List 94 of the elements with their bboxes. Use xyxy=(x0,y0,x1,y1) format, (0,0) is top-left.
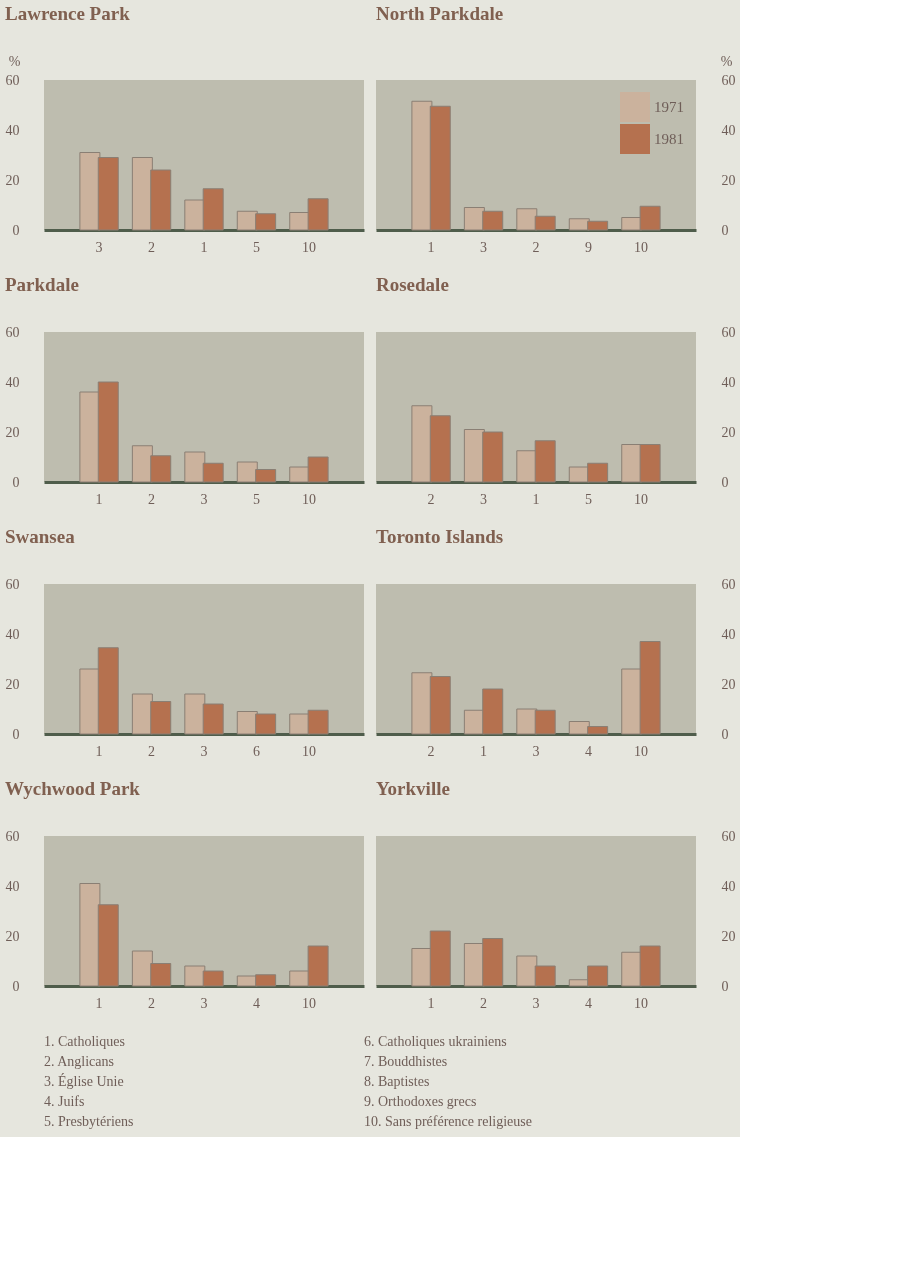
y-tick-label: 20 xyxy=(721,424,736,440)
chart-title: Yorkville xyxy=(376,778,450,799)
y-tick-label: 0 xyxy=(12,726,20,742)
y-tick-label: 40 xyxy=(721,626,736,642)
x-tick-label: 2 xyxy=(532,239,540,255)
chart-title: Toronto Islands xyxy=(376,526,504,547)
x-tick-label: 1 xyxy=(532,491,540,507)
y-tick-label: 40 xyxy=(5,122,20,138)
y-tick-label: 60 xyxy=(721,324,736,340)
text: 6. Catholiques ukrainiens xyxy=(364,1034,507,1049)
chart-title: Swansea xyxy=(5,526,76,547)
x-tick-label: 3 xyxy=(532,995,540,1011)
x-tick-label: 3 xyxy=(200,995,208,1011)
x-tick-label: 4 xyxy=(252,995,260,1011)
x-tick-label: 2 xyxy=(480,995,488,1011)
x-tick-label: 10 xyxy=(301,491,316,507)
chart-title: Wychwood Park xyxy=(5,778,141,799)
x-tick-label: 5 xyxy=(252,239,260,255)
y-tick-label: 40 xyxy=(721,122,736,138)
y-tick-label: 0 xyxy=(12,474,20,490)
y-tick-label: 40 xyxy=(5,626,20,642)
chart-title: Lawrence Park xyxy=(5,3,131,24)
x-tick-label: 2 xyxy=(148,995,156,1011)
y-axis-title: % xyxy=(720,53,733,69)
x-tick-label: 2 xyxy=(148,491,156,507)
y-axis-title: % xyxy=(8,53,21,69)
y-tick-label: 0 xyxy=(721,222,729,238)
y-tick-label: 60 xyxy=(721,828,736,844)
x-tick-label: 10 xyxy=(633,239,648,255)
x-tick-label: 9 xyxy=(584,239,592,255)
x-tick-label: 2 xyxy=(427,491,435,507)
x-tick-label: 10 xyxy=(301,239,316,255)
y-tick-label: 60 xyxy=(721,72,736,88)
x-tick-label: 3 xyxy=(200,743,208,759)
y-tick-label: 20 xyxy=(721,172,736,188)
y-tick-label: 60 xyxy=(5,828,20,844)
x-tick-label: 10 xyxy=(301,743,316,759)
x-tick-label: 3 xyxy=(480,239,488,255)
y-tick-label: 40 xyxy=(721,878,736,894)
text: 7. Bouddhistes xyxy=(364,1054,448,1069)
y-tick-label: 20 xyxy=(5,424,20,440)
y-tick-label: 20 xyxy=(721,676,736,692)
x-tick-label: 10 xyxy=(633,491,648,507)
text: 4. Juifs xyxy=(44,1094,85,1109)
chart-title: North Parkdale xyxy=(376,3,504,24)
x-tick-label: 10 xyxy=(633,743,648,759)
x-tick-label: 2 xyxy=(148,239,156,255)
y-tick-label: 20 xyxy=(5,676,20,692)
chart-title: Parkdale xyxy=(5,274,79,295)
y-tick-label: 20 xyxy=(5,928,20,944)
y-tick-label: 20 xyxy=(5,172,20,188)
x-tick-label: 1 xyxy=(200,239,208,255)
chart-title: Rosedale xyxy=(376,274,449,295)
x-tick-label: 1 xyxy=(427,995,435,1011)
y-tick-label: 0 xyxy=(721,978,729,994)
y-tick-label: 0 xyxy=(12,222,20,238)
y-tick-label: 60 xyxy=(5,324,20,340)
x-tick-label: 1 xyxy=(427,239,435,255)
x-tick-label: 3 xyxy=(480,491,488,507)
x-tick-label: 4 xyxy=(584,995,592,1011)
y-tick-label: 60 xyxy=(5,576,20,592)
text: 2. Anglicans xyxy=(44,1054,114,1069)
x-tick-label: 1 xyxy=(95,491,103,507)
x-tick-label: 1 xyxy=(95,995,103,1011)
text: 9. Orthodoxes grecs xyxy=(364,1094,477,1109)
x-tick-label: 5 xyxy=(584,491,592,507)
x-tick-label: 4 xyxy=(584,743,592,759)
text: 10. Sans préférence religieuse xyxy=(364,1114,532,1129)
y-tick-label: 60 xyxy=(721,576,736,592)
text: 1. Catholiques xyxy=(44,1034,125,1049)
y-tick-label: 40 xyxy=(721,374,736,390)
y-tick-label: 60 xyxy=(5,72,20,88)
x-tick-label: 1 xyxy=(95,743,103,759)
y-tick-label: 0 xyxy=(721,474,729,490)
text: 3. Église Unie xyxy=(44,1073,124,1089)
y-tick-label: 20 xyxy=(721,928,736,944)
text: 5. Presbytériens xyxy=(44,1114,134,1129)
y-tick-label: 0 xyxy=(12,978,20,994)
legend-label: 1971 xyxy=(654,99,684,115)
legend-label: 1981 xyxy=(654,131,684,147)
x-tick-label: 6 xyxy=(252,743,260,759)
y-tick-label: 0 xyxy=(721,726,729,742)
x-tick-label: 2 xyxy=(148,743,156,759)
x-tick-label: 5 xyxy=(252,491,260,507)
y-tick-label: 40 xyxy=(5,878,20,894)
x-tick-label: 10 xyxy=(301,995,316,1011)
text: 8. Baptistes xyxy=(364,1074,430,1089)
x-tick-label: 3 xyxy=(95,239,103,255)
x-tick-label: 10 xyxy=(633,995,648,1011)
x-tick-label: 1 xyxy=(480,743,488,759)
x-tick-label: 2 xyxy=(427,743,435,759)
y-tick-label: 40 xyxy=(5,374,20,390)
x-tick-label: 3 xyxy=(200,491,208,507)
x-tick-label: 3 xyxy=(532,743,540,759)
